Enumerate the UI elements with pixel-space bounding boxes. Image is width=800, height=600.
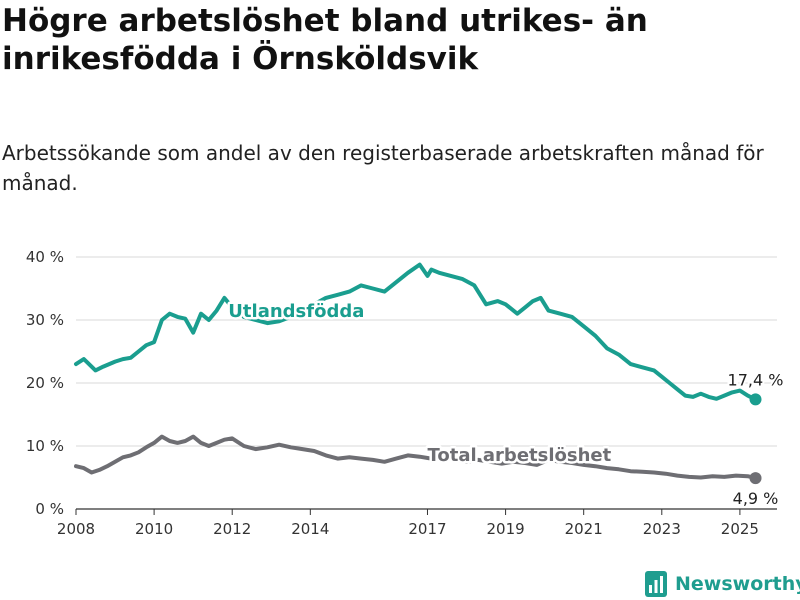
y-tick-label: 30 % bbox=[26, 311, 64, 329]
series-line bbox=[74, 434, 758, 481]
series-name-label: Total arbetslöshet bbox=[427, 445, 611, 466]
x-tick-label: 2025 bbox=[721, 520, 759, 538]
series-labels: Utlandsfödda 17,4 % Total arbetslöshet 4,9 … bbox=[226, 299, 786, 510]
x-tick-label: 2012 bbox=[213, 520, 251, 538]
chart-subtitle: Arbetssökande som andel av den registerb… bbox=[2, 141, 764, 195]
x-tick-label: 2019 bbox=[486, 520, 524, 538]
chart-title: Högre arbetslöshet bland utrikes- än inr… bbox=[2, 3, 648, 77]
x-tick-label: 2008 bbox=[57, 520, 95, 538]
brand-logo: Newsworthy bbox=[645, 569, 800, 599]
x-axis: 2008 2010 2012 2014 2017 2019 2021 2023 2025 bbox=[57, 509, 759, 538]
series-end-point bbox=[749, 472, 762, 485]
y-axis: 0 % 10 % 20 % 30 % 40 % bbox=[26, 248, 64, 518]
series-line bbox=[74, 262, 758, 402]
y-tick-label: 10 % bbox=[26, 437, 64, 455]
x-tick-label: 2010 bbox=[135, 520, 173, 538]
newsworthy-logo-icon bbox=[645, 571, 667, 597]
series-name-label: Utlandsfödda bbox=[228, 301, 364, 322]
x-tick-label: 2017 bbox=[408, 520, 446, 538]
x-tick-label: 2023 bbox=[643, 520, 681, 538]
y-tick-label: 0 % bbox=[35, 500, 64, 518]
series-end-label: 4,9 % bbox=[733, 489, 779, 508]
y-tick-label: 20 % bbox=[26, 374, 64, 392]
grid bbox=[76, 256, 777, 510]
series-lines bbox=[74, 262, 762, 485]
series-end-point bbox=[749, 393, 762, 406]
brand-name: Newsworthy bbox=[675, 573, 800, 595]
x-tick-label: 2021 bbox=[565, 520, 603, 538]
x-tick-label: 2014 bbox=[291, 520, 329, 538]
series-end-label: 17,4 % bbox=[728, 370, 784, 389]
y-tick-label: 40 % bbox=[26, 248, 64, 266]
